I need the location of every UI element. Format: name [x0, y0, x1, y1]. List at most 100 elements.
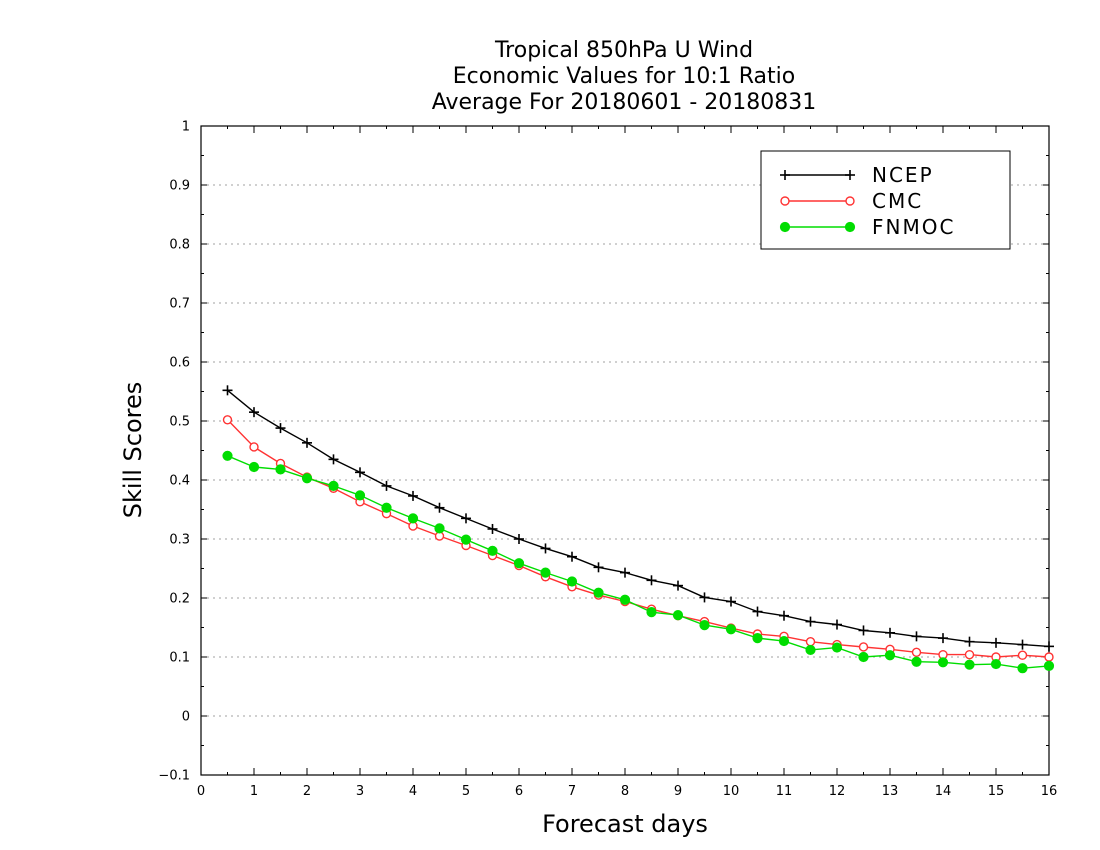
axis-ticks: −0.100.10.20.30.40.50.60.70.80.910 1 2 3 4 5 6… [158, 120, 1057, 800]
x-axis-label: Forecast days [542, 810, 708, 838]
y-tick-label: 1 [182, 120, 190, 135]
x-tick-label: 16 [1041, 784, 1058, 799]
y-tick-label: −0.1 [158, 769, 190, 784]
y-tick-label: 0.2 [169, 592, 190, 607]
data-point-fnmoc [460, 534, 472, 545]
legend-label-ncep: NCEP [872, 163, 934, 187]
data-point-cmc [1017, 650, 1028, 660]
x-tick-label: 13 [882, 784, 899, 799]
data-point-fnmoc [513, 558, 525, 569]
data-point-fnmoc [858, 651, 869, 663]
y-tick-label: 0 [182, 710, 190, 725]
data-point-ncep [408, 490, 418, 501]
x-tick-label: 5 [462, 784, 470, 799]
data-point-fnmoc [831, 642, 843, 653]
legend-marker-ncep [845, 170, 855, 180]
series-line-ncep [227, 389, 1050, 648]
data-series [222, 385, 1055, 674]
data-point-fnmoc [434, 523, 445, 534]
x-tick-label: 2 [303, 784, 311, 799]
series-ncep [222, 385, 1054, 652]
data-point-ncep [646, 575, 657, 586]
data-point-fnmoc [248, 461, 260, 473]
data-point-ncep [275, 423, 286, 434]
data-point-ncep [938, 633, 948, 644]
y-tick-label: 0.8 [169, 238, 190, 253]
title-line-3: Average For 20180601 - 20180831 [432, 90, 817, 115]
data-point-ncep [355, 467, 365, 478]
legend-marker-fnmoc [779, 221, 791, 233]
series-line-cmc [226, 419, 1050, 658]
data-point-fnmoc [990, 658, 1002, 670]
data-point-fnmoc [328, 480, 339, 491]
data-point-cmc [805, 636, 816, 647]
data-point-ncep [1017, 639, 1028, 650]
legend-label-fnmoc: FNMOC [872, 215, 955, 239]
y-tick-label: 0.6 [169, 356, 190, 371]
data-point-cmc [964, 649, 975, 660]
data-point-fnmoc [699, 620, 710, 631]
data-point-fnmoc [593, 587, 604, 598]
data-point-cmc [911, 647, 922, 657]
data-point-ncep [487, 523, 498, 534]
data-point-ncep [858, 625, 869, 636]
x-tick-label: 0 [197, 784, 205, 799]
title-line-2: Economic Values for 10:1 Ratio [453, 64, 795, 89]
data-point-ncep [461, 513, 471, 524]
data-point-fnmoc [1017, 663, 1028, 674]
y-tick-label: 0.1 [169, 651, 190, 666]
data-point-cmc [1044, 652, 1054, 662]
x-tick-label: 15 [988, 784, 1005, 799]
data-point-fnmoc [354, 490, 366, 501]
legend-box [760, 150, 1011, 250]
data-point-fnmoc [407, 513, 419, 524]
x-tick-label: 4 [409, 784, 417, 799]
chart-title: Tropical 850hPa U Wind Economic Values f… [432, 38, 817, 115]
data-point-fnmoc [646, 607, 657, 618]
data-point-fnmoc [752, 633, 763, 644]
data-point-ncep [964, 636, 975, 647]
data-point-cmc [222, 415, 233, 425]
y-tick-label: 0.9 [169, 179, 190, 194]
data-point-ncep [911, 631, 922, 642]
data-point-ncep [752, 606, 763, 617]
series-fnmoc [222, 450, 1055, 674]
data-point-ncep [514, 534, 524, 544]
legend-item-ncep: NCEP [780, 163, 934, 187]
legend-marker-cmc [845, 196, 855, 206]
data-point-fnmoc [937, 657, 949, 668]
y-tick-label: 0.5 [169, 415, 190, 430]
series-cmc [222, 415, 1054, 662]
data-point-cmc [858, 642, 869, 652]
data-point-fnmoc [911, 656, 922, 667]
legend-marker-fnmoc [844, 221, 856, 233]
data-point-fnmoc [222, 450, 233, 461]
data-point-ncep [249, 407, 259, 418]
x-tick-label: 6 [515, 784, 523, 799]
legend-marker-ncep [780, 170, 790, 180]
data-point-fnmoc [619, 594, 631, 605]
data-point-fnmoc [778, 635, 790, 647]
title-line-1: Tropical 850hPa U Wind [494, 38, 753, 63]
data-point-ncep [302, 437, 312, 448]
data-point-ncep [726, 596, 736, 607]
data-point-ncep [885, 627, 895, 638]
data-point-ncep [567, 551, 577, 562]
data-point-cmc [249, 442, 259, 452]
data-point-fnmoc [301, 473, 313, 484]
data-point-fnmoc [884, 650, 896, 661]
data-point-ncep [593, 562, 604, 573]
data-point-fnmoc [1043, 660, 1055, 671]
y-tick-label: 0.4 [169, 474, 190, 489]
data-point-ncep [620, 567, 630, 578]
data-point-ncep [699, 592, 710, 603]
data-point-ncep [991, 637, 1001, 648]
x-tick-label: 7 [568, 784, 576, 799]
legend-item-cmc: CMC [780, 189, 921, 213]
data-point-ncep [805, 616, 816, 627]
x-tick-label: 12 [829, 784, 846, 799]
data-point-ncep [673, 580, 683, 591]
y-tick-label: 0.7 [169, 297, 190, 312]
data-point-fnmoc [275, 464, 286, 475]
